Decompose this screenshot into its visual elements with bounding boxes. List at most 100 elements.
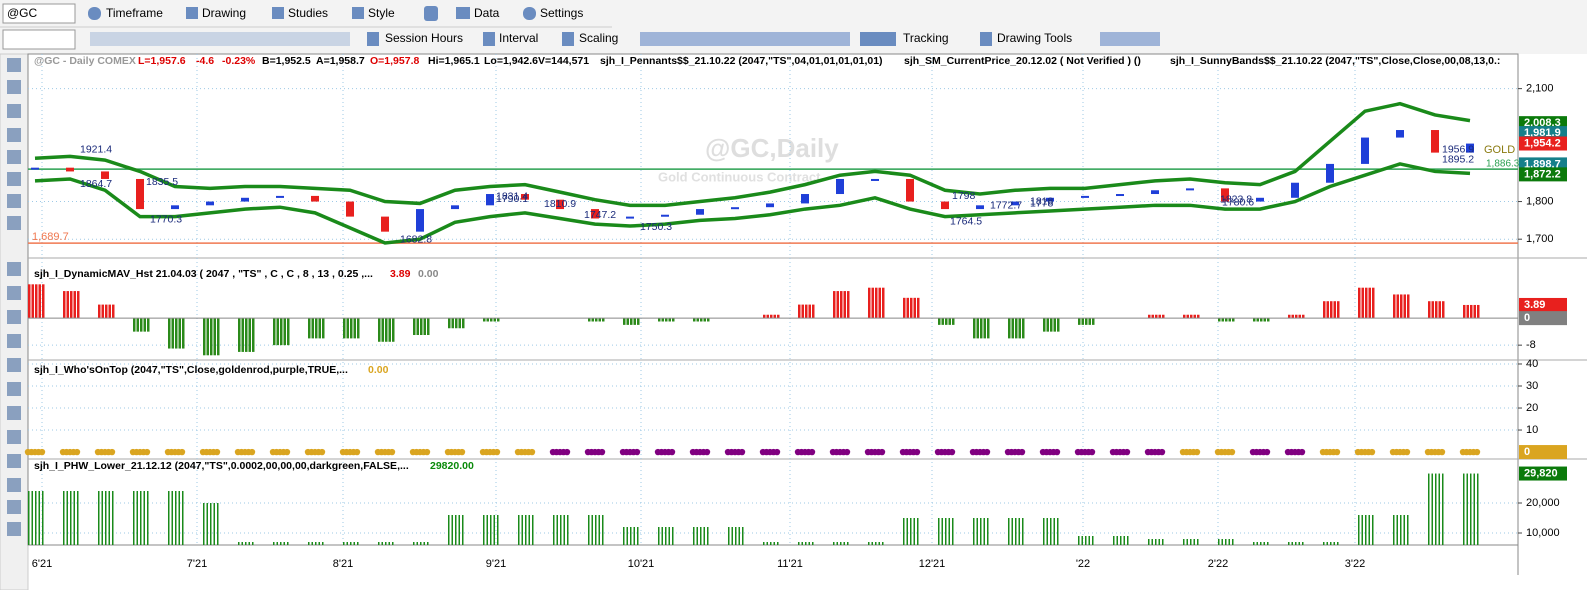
volume-bar: [1081, 536, 1083, 545]
panel-value: 3.89: [390, 268, 411, 280]
volume-bar: [567, 515, 569, 545]
menu[interactable]: Studies: [288, 6, 328, 20]
menu[interactable]: Timeframe: [106, 6, 163, 20]
candle: [1046, 197, 1054, 202]
volume-bar: [1260, 542, 1262, 545]
volume-bar: [1337, 542, 1339, 545]
histogram-bar: [458, 318, 461, 329]
menu[interactable]: Settings: [540, 6, 583, 20]
histogram-bar: [1011, 318, 1014, 339]
level-label: 1,886.3: [1486, 159, 1520, 170]
histogram-bar: [1260, 318, 1263, 322]
histogram-bar: [238, 318, 241, 352]
volume-bar: [948, 518, 950, 545]
histogram-bar: [112, 304, 115, 319]
interval-box[interactable]: [2, 29, 76, 50]
value-box: [1519, 445, 1567, 460]
candle: [206, 201, 214, 206]
volume-bar: [808, 542, 810, 545]
volume-bar: [175, 491, 177, 545]
histogram-bar: [840, 291, 843, 319]
state-dot: [248, 448, 256, 456]
candle: [556, 199, 564, 210]
histogram-bar: [871, 287, 874, 319]
volume-bar: [77, 491, 79, 545]
tool[interactable]: Scaling: [579, 31, 618, 45]
volume-bar: [556, 515, 558, 545]
histogram-bar: [1323, 301, 1326, 319]
volume-bar: [112, 491, 114, 545]
volume-bar: [31, 491, 33, 545]
histogram-bar: [630, 318, 633, 325]
candle: [1081, 195, 1089, 198]
state-dot: [598, 448, 606, 456]
price-annotation: 1895.2: [1442, 153, 1474, 165]
histogram-bar: [668, 318, 671, 322]
menu[interactable]: Drawing: [202, 6, 246, 20]
volume-bar: [1011, 518, 1013, 545]
histogram-bar: [1442, 301, 1445, 319]
volume-bar: [661, 527, 663, 545]
volume-bar: [563, 515, 565, 545]
x-tick-label: 3'22: [1345, 558, 1365, 570]
volume-bar: [283, 542, 285, 545]
volume-bar: [413, 542, 415, 545]
histogram-bar: [245, 318, 248, 352]
volume-bar: [672, 527, 674, 545]
header-field: V=144,571: [538, 55, 589, 67]
candle: [661, 214, 669, 217]
histogram-bar: [105, 304, 108, 319]
histogram-bar: [773, 314, 776, 319]
histogram-bar: [700, 318, 703, 322]
x-tick-label: 6'21: [32, 558, 52, 570]
tool[interactable]: Interval: [499, 31, 538, 45]
state-dot: [948, 448, 956, 456]
state-dot: [493, 448, 501, 456]
histogram-bar: [350, 318, 353, 339]
candle: [976, 205, 984, 210]
y-tick-label: 20,000: [1526, 497, 1560, 509]
volume-bar: [1267, 542, 1269, 545]
histogram-bar: [941, 318, 944, 325]
volume-bar: [280, 542, 282, 545]
state-dot: [878, 448, 886, 456]
volume-bar: [343, 542, 345, 545]
volume-bar: [630, 527, 632, 545]
histogram-bar: [483, 318, 486, 322]
volume-bar: [66, 491, 68, 545]
volume-bar: [528, 515, 530, 545]
menu[interactable]: Style: [368, 6, 395, 20]
volume-bar: [1435, 473, 1437, 545]
candle: [1116, 194, 1124, 197]
tool[interactable]: Session Hours: [385, 31, 463, 45]
histogram-bar: [707, 318, 710, 322]
plot-area: [27, 53, 1519, 546]
volume-bar: [1148, 539, 1150, 545]
histogram-bar: [1092, 318, 1095, 325]
histogram-bar: [672, 318, 675, 322]
header-field: Lo=1,942.6: [484, 55, 538, 67]
value-box-label: 0: [1524, 446, 1530, 458]
tool[interactable]: Drawing Tools: [997, 31, 1072, 45]
volume-bar: [1158, 539, 1160, 545]
histogram-bar: [1053, 318, 1056, 332]
symbol-box[interactable]: [2, 3, 76, 24]
histogram-bar: [1046, 318, 1049, 332]
symbol-input[interactable]: @GC: [7, 6, 38, 20]
volume-bar: [1046, 518, 1048, 545]
histogram-bar: [1407, 294, 1410, 319]
volume-bar: [381, 542, 383, 545]
state-dot: [388, 448, 396, 456]
volume-bar: [206, 503, 208, 545]
volume-bar: [101, 491, 103, 545]
state-dot: [178, 448, 186, 456]
menu[interactable]: Data: [474, 6, 500, 20]
volume-bar: [906, 518, 908, 545]
volume-bar: [1120, 536, 1122, 545]
y-tick-label: 10: [1526, 424, 1538, 436]
tool[interactable]: Tracking: [903, 31, 949, 45]
volume-bar: [1183, 539, 1185, 545]
state-dot: [1438, 448, 1446, 456]
histogram-bar: [1218, 318, 1221, 322]
volume-bar: [836, 542, 838, 545]
